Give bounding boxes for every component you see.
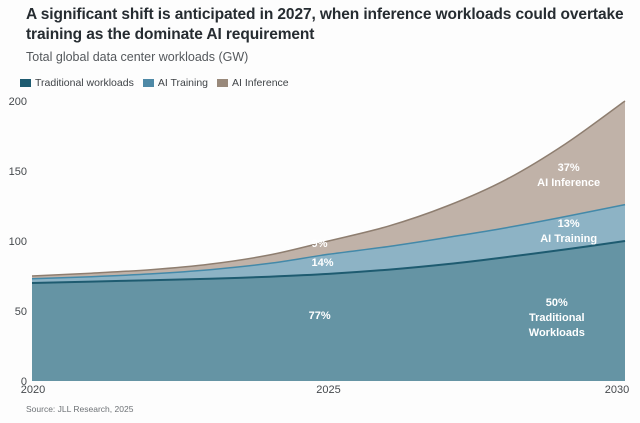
legend-item-traditional-workloads: Traditional workloads bbox=[20, 77, 134, 89]
data-label: Traditional bbox=[529, 312, 585, 324]
data-label: 77% bbox=[309, 310, 331, 322]
x-axis-tick-label: 2030 bbox=[605, 384, 629, 396]
area-ai-inference bbox=[32, 101, 625, 279]
edge-line-ai-inference bbox=[31, 100, 626, 277]
edge-line-ai-training bbox=[31, 203, 626, 280]
data-label: 14% bbox=[312, 257, 334, 269]
area-traditional-workloads bbox=[32, 241, 625, 381]
legend-item-ai-inference: AI Inference bbox=[217, 77, 289, 89]
data-label: 50% bbox=[546, 297, 568, 309]
x-axis-tick-label: 2020 bbox=[21, 384, 45, 396]
x-axis-tick-label: 2025 bbox=[316, 384, 340, 396]
source-note: Source: JLL Research, 2025 bbox=[26, 404, 134, 414]
y-axis-tick-label: 150 bbox=[9, 166, 27, 178]
data-label: 37% bbox=[558, 162, 580, 174]
legend-swatch-icon bbox=[20, 79, 31, 87]
legend: Traditional workloads AI Training AI Infer… bbox=[20, 77, 289, 89]
legend-label: AI Inference bbox=[232, 77, 289, 89]
y-axis-tick-label: 0 bbox=[21, 376, 27, 388]
legend-swatch-icon bbox=[142, 79, 154, 87]
stacked-area-chart: 0 50 100 150 200 2020 2025 2030 9% 14% 77% 37% AI In… bbox=[9, 96, 630, 396]
data-label: 9% bbox=[312, 238, 328, 250]
data-label: AI Inference bbox=[537, 177, 600, 189]
data-label: Workloads bbox=[529, 327, 585, 339]
legend-label: AI Training bbox=[157, 77, 209, 89]
edge-line-traditional-workloads bbox=[31, 240, 626, 284]
legend-swatch-icon bbox=[217, 79, 229, 87]
data-label: 13% bbox=[558, 218, 580, 230]
area-ai-training bbox=[32, 204, 625, 283]
chart-subtitle: Total global data center workloads (GW) bbox=[26, 50, 249, 64]
data-label: AI Training bbox=[540, 233, 597, 245]
y-axis-tick-label: 200 bbox=[9, 96, 27, 108]
chart-title: A significant shift is anticipated in 20… bbox=[26, 6, 624, 43]
legend-item-ai-training: AI Training bbox=[142, 77, 209, 89]
y-axis-tick-label: 50 bbox=[15, 306, 27, 318]
y-axis-tick-label: 100 bbox=[9, 236, 27, 248]
legend-label: Traditional workloads bbox=[35, 77, 134, 89]
